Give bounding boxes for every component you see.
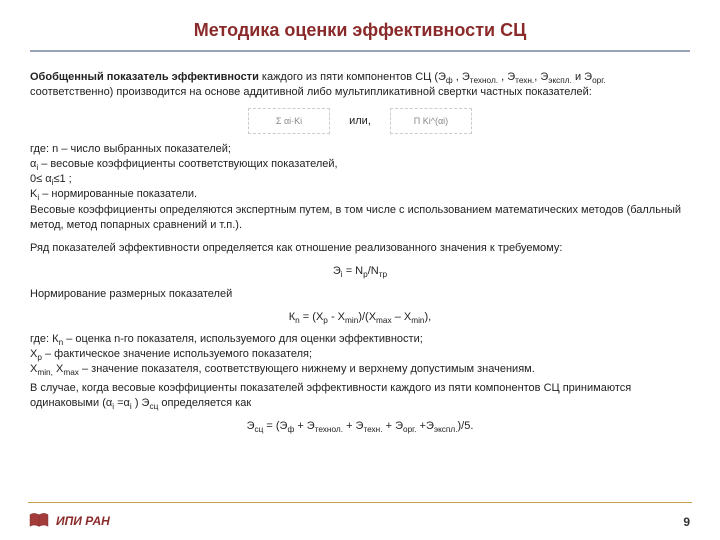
formula-image-additive: Σ αi·Ki: [248, 108, 330, 134]
where-l1: где: n – число выбранных показателей;: [30, 143, 231, 155]
where-l4: Ki – нормированные показатели.: [30, 188, 197, 200]
formula-images-row: Σ αi·Ki или, Π Ki^(αi): [30, 108, 690, 134]
equation-final: Эсц = (Эф + Этехнол. + Этехн. + Эорг. +Э…: [30, 419, 690, 434]
where-block-2: где: Кn – оценка n-го показателя, исполь…: [30, 332, 690, 377]
title-divider: [30, 50, 690, 52]
formula-image-multiplicative: Π Ki^(αi): [390, 108, 472, 134]
page-number: 9: [683, 514, 690, 530]
where-l3: 0≤ αi≤1 ;: [30, 173, 72, 185]
footer: ИПИ РАН 9: [0, 502, 720, 530]
ratio-paragraph: Ряд показателей эффективности определяет…: [30, 241, 690, 256]
page-title: Методика оценки эффективности СЦ: [30, 18, 690, 42]
intro-paragraph: Обобщенный показатель эффективности кажд…: [30, 70, 690, 100]
equation-kn: Кn = (Хр - Хmin)/(Хmax – Хmin),: [30, 310, 690, 325]
final-paragraph: В случае, когда весовые коэффициенты пок…: [30, 381, 690, 411]
book-icon: [28, 512, 50, 530]
where2-l1: где: Кn – оценка n-го показателя, исполь…: [30, 333, 423, 345]
where2-l2: Хр – фактическое значение используемого …: [30, 348, 312, 360]
content: Обобщенный показатель эффективности кажд…: [30, 70, 690, 433]
where-block: где: n – число выбранных показателей; αi…: [30, 142, 690, 201]
logo-text: ИПИ РАН: [56, 513, 110, 529]
intro-lead: Обобщенный показатель эффективности: [30, 71, 259, 83]
footer-logo: ИПИ РАН: [28, 512, 110, 530]
footer-divider: [28, 502, 692, 503]
where-l2: αi – весовые коэффициенты соответствующи…: [30, 158, 338, 170]
weights-paragraph: Весовые коэффициенты определяются экспер…: [30, 203, 690, 233]
formula-separator: или,: [349, 114, 371, 129]
slide: Методика оценки эффективности СЦ Обобщен…: [0, 0, 720, 540]
where2-l3: Xmin, Xmax – значение показателя, соотве…: [30, 363, 535, 375]
equation-ei: Эi = Nр/Nтр: [30, 264, 690, 279]
norm-heading: Нормирование размерных показателей: [30, 287, 690, 302]
